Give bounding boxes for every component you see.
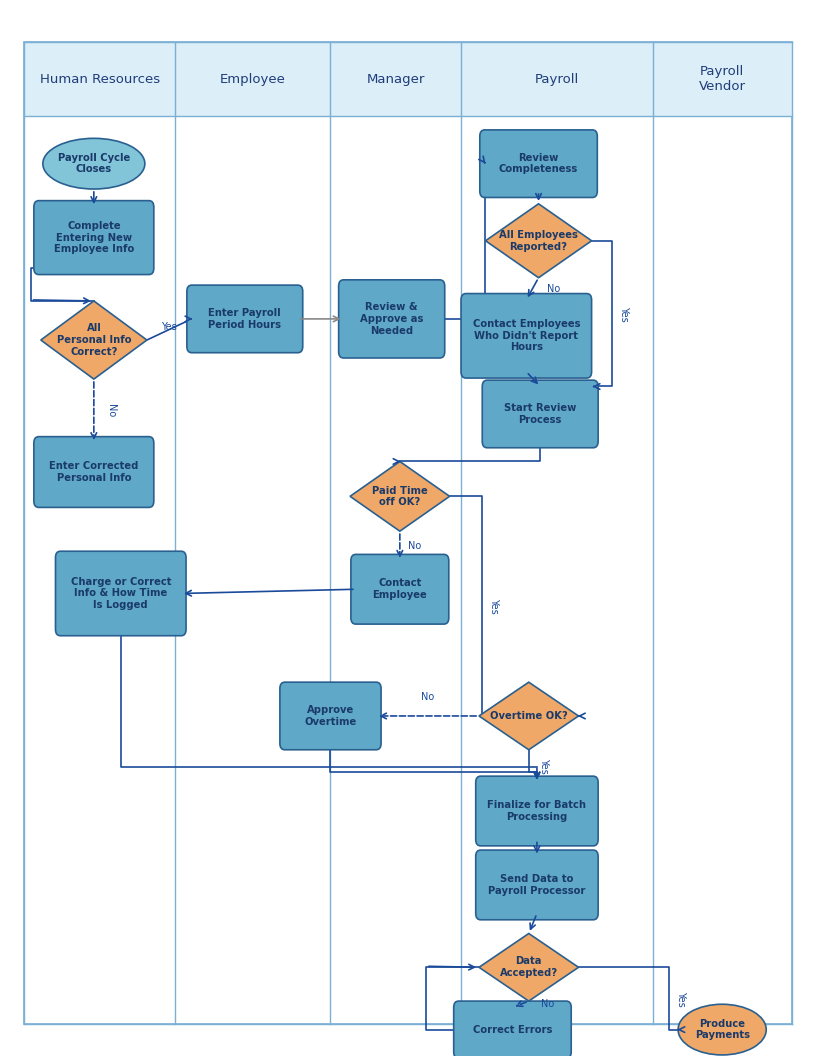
Text: Review &
Approve as
Needed: Review & Approve as Needed — [360, 302, 424, 336]
Text: Paid Time
off OK?: Paid Time off OK? — [372, 486, 428, 507]
Text: Employee: Employee — [220, 73, 286, 86]
Text: Enter Corrected
Personal Info: Enter Corrected Personal Info — [49, 461, 139, 483]
FancyBboxPatch shape — [34, 437, 154, 507]
FancyBboxPatch shape — [461, 294, 592, 378]
FancyBboxPatch shape — [351, 554, 449, 624]
Text: Yes: Yes — [676, 991, 685, 1006]
FancyBboxPatch shape — [187, 285, 303, 353]
Text: Contact
Employee: Contact Employee — [372, 579, 428, 600]
FancyBboxPatch shape — [339, 280, 445, 358]
FancyBboxPatch shape — [454, 1001, 571, 1056]
Text: Start Review
Process: Start Review Process — [504, 403, 576, 425]
Text: Yes: Yes — [619, 306, 628, 321]
Text: Payroll: Payroll — [534, 73, 579, 86]
Text: Charge or Correct
Info & How Time
Is Logged: Charge or Correct Info & How Time Is Log… — [70, 577, 171, 610]
FancyBboxPatch shape — [476, 850, 598, 920]
Text: No: No — [421, 692, 434, 702]
FancyBboxPatch shape — [24, 42, 792, 1024]
Text: Enter Payroll
Period Hours: Enter Payroll Period Hours — [208, 308, 282, 329]
Text: Approve
Overtime: Approve Overtime — [304, 705, 357, 727]
FancyBboxPatch shape — [24, 42, 792, 116]
Text: Data
Accepted?: Data Accepted? — [499, 957, 558, 978]
Polygon shape — [41, 301, 147, 379]
Text: Finalize for Batch
Processing: Finalize for Batch Processing — [487, 800, 587, 822]
FancyBboxPatch shape — [280, 682, 381, 750]
Text: Contact Employees
Who Didn't Report
Hours: Contact Employees Who Didn't Report Hour… — [472, 319, 580, 353]
Text: No: No — [408, 541, 421, 551]
Text: No: No — [106, 404, 116, 418]
Polygon shape — [479, 934, 579, 1001]
Text: Send Data to
Payroll Processor: Send Data to Payroll Processor — [488, 874, 586, 895]
Text: Manager: Manager — [366, 73, 425, 86]
Text: Review
Completeness: Review Completeness — [499, 153, 579, 174]
FancyBboxPatch shape — [476, 776, 598, 846]
Text: No: No — [547, 284, 560, 294]
Text: All
Personal Info
Correct?: All Personal Info Correct? — [56, 323, 131, 357]
Ellipse shape — [678, 1004, 766, 1055]
Text: No: No — [541, 999, 554, 1010]
FancyBboxPatch shape — [55, 551, 186, 636]
Text: Yes: Yes — [489, 599, 499, 614]
Polygon shape — [350, 461, 450, 531]
Ellipse shape — [43, 138, 145, 189]
Text: Payroll Cycle
Closes: Payroll Cycle Closes — [58, 153, 130, 174]
FancyBboxPatch shape — [34, 201, 154, 275]
Polygon shape — [479, 682, 579, 750]
Text: All Employees
Reported?: All Employees Reported? — [499, 230, 578, 251]
Polygon shape — [486, 204, 592, 278]
Text: Yes: Yes — [162, 322, 177, 333]
Text: Payroll
Vendor: Payroll Vendor — [698, 65, 746, 93]
FancyBboxPatch shape — [482, 380, 598, 448]
Text: Produce
Payments: Produce Payments — [694, 1019, 750, 1040]
Text: Human Resources: Human Resources — [40, 73, 160, 86]
Text: Complete
Entering New
Employee Info: Complete Entering New Employee Info — [54, 221, 134, 254]
Text: Yes: Yes — [539, 758, 548, 774]
Text: Correct Errors: Correct Errors — [472, 1024, 552, 1035]
Text: Overtime OK?: Overtime OK? — [490, 711, 568, 721]
FancyBboxPatch shape — [480, 130, 597, 197]
